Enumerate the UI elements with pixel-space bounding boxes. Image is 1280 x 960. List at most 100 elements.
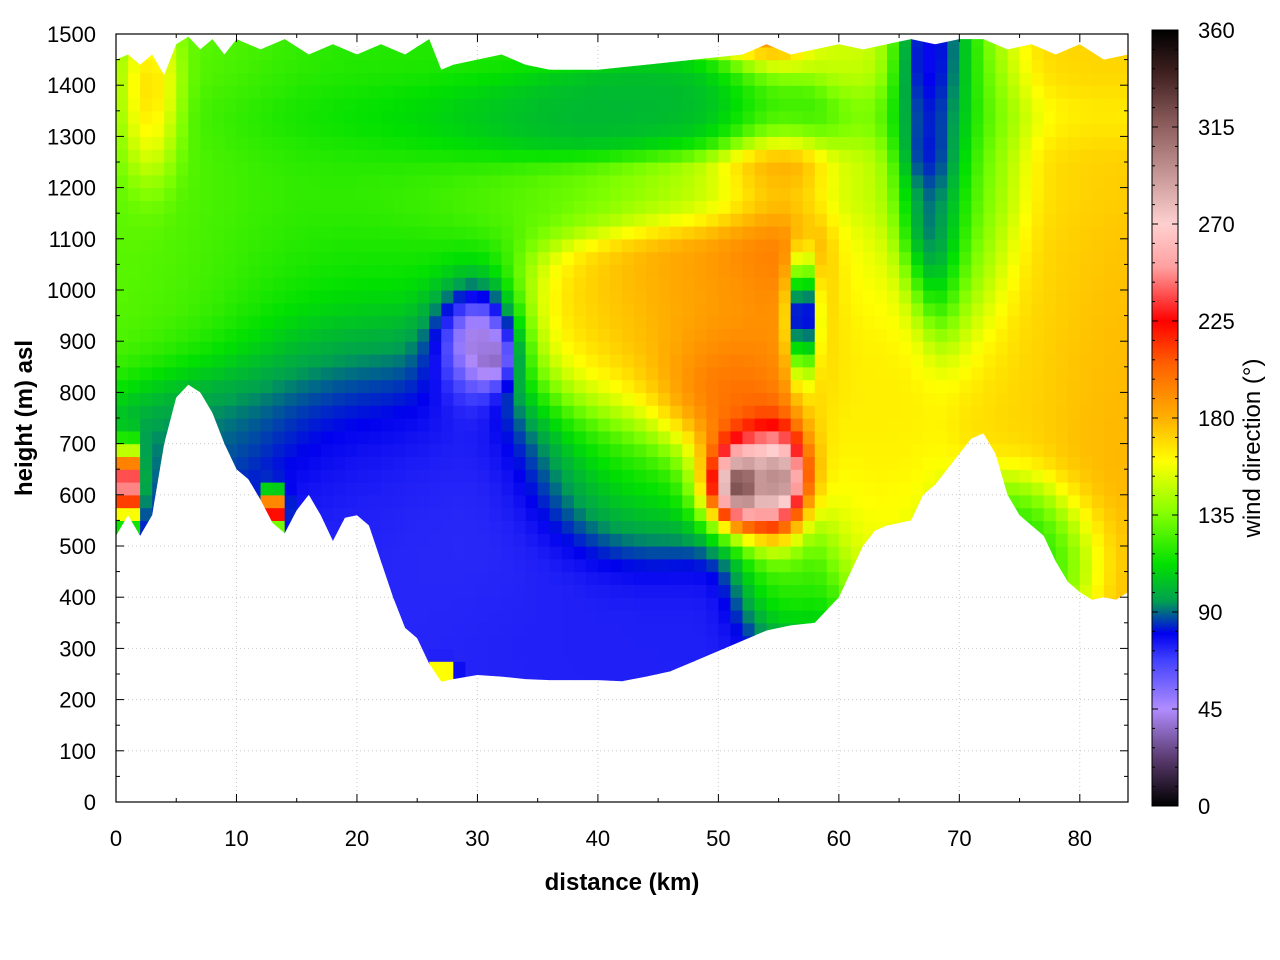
field-cell [320, 405, 334, 419]
field-cell [573, 533, 587, 547]
field-cell [260, 443, 274, 457]
field-cell [477, 123, 491, 137]
field-cell [465, 264, 479, 278]
field-cell [622, 533, 635, 547]
field-cell [561, 98, 575, 112]
field-cell [164, 302, 177, 317]
field-cell [682, 494, 695, 509]
field-cell [875, 136, 888, 150]
field-cell [766, 136, 780, 150]
field-cell [453, 72, 466, 86]
field-cell [754, 341, 768, 355]
field-cell [344, 430, 358, 445]
field-cell [308, 430, 322, 445]
field-cell [1043, 494, 1057, 509]
field-cell [381, 533, 394, 547]
field-cell [501, 290, 515, 304]
field-cell [694, 290, 707, 304]
field-cell [284, 226, 298, 240]
field-cell [899, 149, 912, 163]
field-cell [441, 648, 454, 662]
field-cell [381, 46, 394, 61]
field-cell [597, 123, 611, 137]
field-cell [212, 251, 226, 265]
field-cell [682, 558, 695, 573]
field-cell [742, 162, 756, 176]
field-cell [887, 277, 900, 291]
field-cell [1055, 72, 1069, 86]
field-cell [441, 72, 454, 86]
field-cell [609, 546, 623, 560]
field-cell [670, 418, 683, 432]
field-cell [850, 341, 864, 355]
field-cell [1031, 405, 1045, 419]
field-cell [356, 418, 370, 432]
field-cell [983, 72, 997, 86]
field-cell [875, 405, 888, 419]
field-cell [911, 238, 924, 253]
field-cell [790, 72, 804, 86]
field-cell [634, 430, 647, 445]
field-cell [236, 290, 250, 304]
field-cell [718, 597, 732, 611]
field-cell [525, 162, 539, 176]
field-cell [730, 533, 744, 547]
field-cell [1067, 136, 1081, 150]
field-cell [453, 251, 466, 265]
field-cell [332, 213, 346, 227]
field-cell [597, 584, 611, 598]
field-cell [790, 110, 804, 125]
field-cell [935, 251, 948, 265]
field-cell [947, 123, 960, 137]
field-cell [609, 622, 623, 637]
field-cell [670, 251, 683, 265]
field-cell [887, 315, 900, 329]
field-cell [718, 418, 732, 432]
field-cell [248, 110, 262, 125]
field-cell [947, 328, 960, 342]
field-cell [911, 251, 924, 265]
field-cell [260, 354, 274, 368]
field-cell [646, 290, 659, 304]
field-cell [393, 546, 406, 560]
field-cell [236, 430, 250, 445]
field-cell [561, 494, 575, 509]
field-cell [429, 98, 442, 112]
field-cell [296, 264, 310, 278]
field-cell [646, 110, 659, 125]
field-cell [272, 72, 286, 86]
field-cell [1091, 277, 1105, 291]
field-cell [706, 85, 719, 99]
field-cell [850, 149, 864, 163]
field-cell [802, 290, 816, 304]
field-cell [923, 238, 936, 253]
field-cell [140, 290, 153, 304]
field-cell [369, 98, 382, 112]
field-cell [875, 354, 888, 368]
field-cell [802, 392, 816, 406]
field-cell [694, 226, 707, 240]
field-cell [1091, 546, 1105, 560]
field-cell [393, 584, 406, 598]
field-cell [549, 110, 563, 125]
field-cell [429, 405, 442, 419]
field-cell [682, 533, 695, 547]
field-cell [670, 546, 683, 560]
field-cell [1043, 418, 1057, 432]
field-cell [959, 290, 972, 304]
field-cell [670, 226, 683, 240]
field-cell [200, 226, 213, 240]
field-cell [634, 354, 647, 368]
field-cell [140, 315, 153, 329]
field-cell [959, 85, 972, 99]
field-cell [248, 392, 262, 406]
field-cell [573, 98, 587, 112]
field-cell [513, 72, 527, 86]
field-cell [706, 59, 719, 73]
field-cell [947, 366, 960, 381]
field-cell [875, 277, 888, 291]
field-cell [573, 482, 587, 496]
field-cell [923, 443, 936, 457]
field-cell [116, 494, 129, 509]
field-cell [694, 482, 707, 496]
